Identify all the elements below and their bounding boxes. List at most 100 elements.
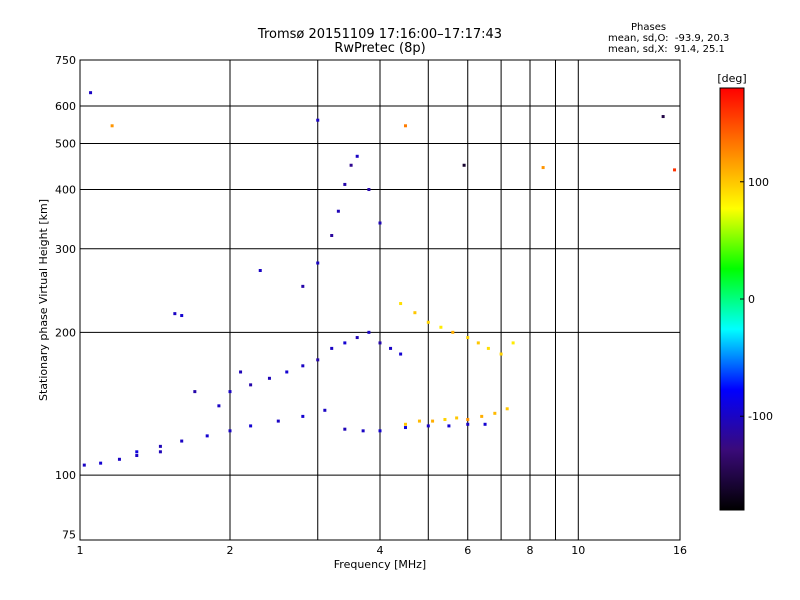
- data-point: [493, 411, 497, 415]
- data-point: [276, 419, 280, 423]
- data-point: [117, 457, 121, 461]
- data-point: [505, 407, 509, 411]
- data-point: [399, 302, 403, 306]
- data-point: [239, 370, 243, 374]
- data-point: [480, 414, 484, 418]
- data-point: [355, 336, 359, 340]
- data-point: [343, 427, 347, 431]
- data-point: [228, 429, 232, 433]
- phase-stats-heading: Phases: [631, 22, 667, 33]
- y-tick-label: 200: [55, 326, 76, 339]
- data-point: [378, 429, 382, 433]
- data-point: [541, 166, 545, 170]
- y-tick-label: 75: [62, 528, 76, 541]
- data-point: [135, 454, 139, 458]
- data-point: [417, 419, 421, 423]
- data-point: [323, 408, 327, 412]
- data-point: [499, 352, 503, 356]
- x-tick-label: 4: [377, 544, 384, 557]
- data-point: [301, 364, 305, 368]
- data-point: [316, 118, 320, 122]
- data-point: [158, 450, 162, 454]
- x-tick-label: 6: [464, 544, 471, 557]
- data-point: [285, 370, 289, 374]
- x-tick-label: 16: [673, 544, 687, 557]
- data-point: [431, 419, 435, 423]
- y-tick-label: 400: [55, 184, 76, 197]
- y-tick-label: 100: [55, 469, 76, 482]
- data-point: [110, 124, 114, 128]
- data-point: [135, 450, 139, 454]
- data-point: [301, 284, 305, 288]
- data-point: [89, 91, 93, 95]
- data-point: [451, 330, 455, 334]
- grid-lines: [79, 59, 681, 540]
- y-tick-label: 500: [55, 138, 76, 151]
- data-point: [82, 463, 86, 467]
- data-point: [466, 422, 470, 426]
- data-point: [205, 434, 209, 438]
- data-point: [483, 422, 487, 426]
- data-point: [361, 429, 365, 433]
- phase-stats-x: mean, sd,X: 91.4, 25.1: [608, 44, 725, 55]
- data-point: [439, 325, 443, 329]
- data-point: [426, 320, 430, 324]
- x-tick-label: 1: [77, 544, 84, 557]
- data-point: [378, 341, 382, 345]
- data-point: [330, 346, 334, 350]
- data-point: [336, 209, 340, 213]
- x-tick-label: 2: [227, 544, 234, 557]
- data-point: [462, 163, 466, 167]
- data-point: [158, 444, 162, 448]
- x-tick-label: 10: [571, 544, 585, 557]
- data-point: [228, 390, 232, 394]
- data-point: [486, 346, 490, 350]
- x-axis-ticks: 1 2 4 6 8 10 16: [77, 544, 688, 557]
- chart-subtitle: RwPretec (8p): [334, 41, 426, 56]
- data-point: [413, 311, 417, 315]
- x-tick-label: 8: [527, 544, 534, 557]
- data-point: [511, 341, 515, 345]
- data-point: [180, 439, 184, 443]
- data-point: [661, 115, 665, 119]
- data-point: [217, 404, 221, 408]
- data-points: [82, 91, 677, 467]
- data-point: [378, 221, 382, 225]
- data-point: [343, 182, 347, 186]
- data-point: [389, 346, 393, 350]
- data-point: [426, 424, 430, 428]
- data-point: [355, 154, 359, 158]
- colorbar-label: [deg]: [717, 72, 746, 85]
- colorbar-tick-label: 100: [748, 176, 769, 189]
- y-tick-label: 600: [55, 100, 76, 113]
- data-point: [343, 341, 347, 345]
- y-axis-ticks: 75 100 200 300 400 500 600 750: [55, 54, 76, 541]
- chart-title: Tromsø 20151109 17:16:00–17:17:43: [257, 27, 503, 42]
- data-point: [267, 376, 271, 380]
- plot-frame: [79, 59, 681, 541]
- data-point: [301, 414, 305, 418]
- phase-stats-o: mean, sd,O: -93.9, 20.3: [608, 33, 730, 44]
- data-point: [316, 261, 320, 265]
- data-point: [258, 269, 262, 273]
- data-point: [466, 336, 470, 340]
- data-point: [99, 461, 103, 465]
- data-point: [249, 424, 253, 428]
- data-point: [316, 358, 320, 362]
- data-point: [466, 418, 470, 422]
- data-point: [173, 312, 177, 316]
- y-axis-label: Stationary phase Virtual Height [km]: [37, 199, 50, 401]
- data-point: [367, 330, 371, 334]
- data-point: [443, 418, 447, 422]
- x-axis-label: Frequency [MHz]: [334, 558, 426, 571]
- data-point: [403, 124, 407, 128]
- data-point: [193, 390, 197, 394]
- data-point: [249, 383, 253, 387]
- y-tick-label: 750: [55, 54, 76, 67]
- data-point: [403, 422, 407, 426]
- data-point: [447, 424, 451, 428]
- data-point: [180, 314, 184, 318]
- data-point: [349, 163, 353, 167]
- data-point: [367, 188, 371, 192]
